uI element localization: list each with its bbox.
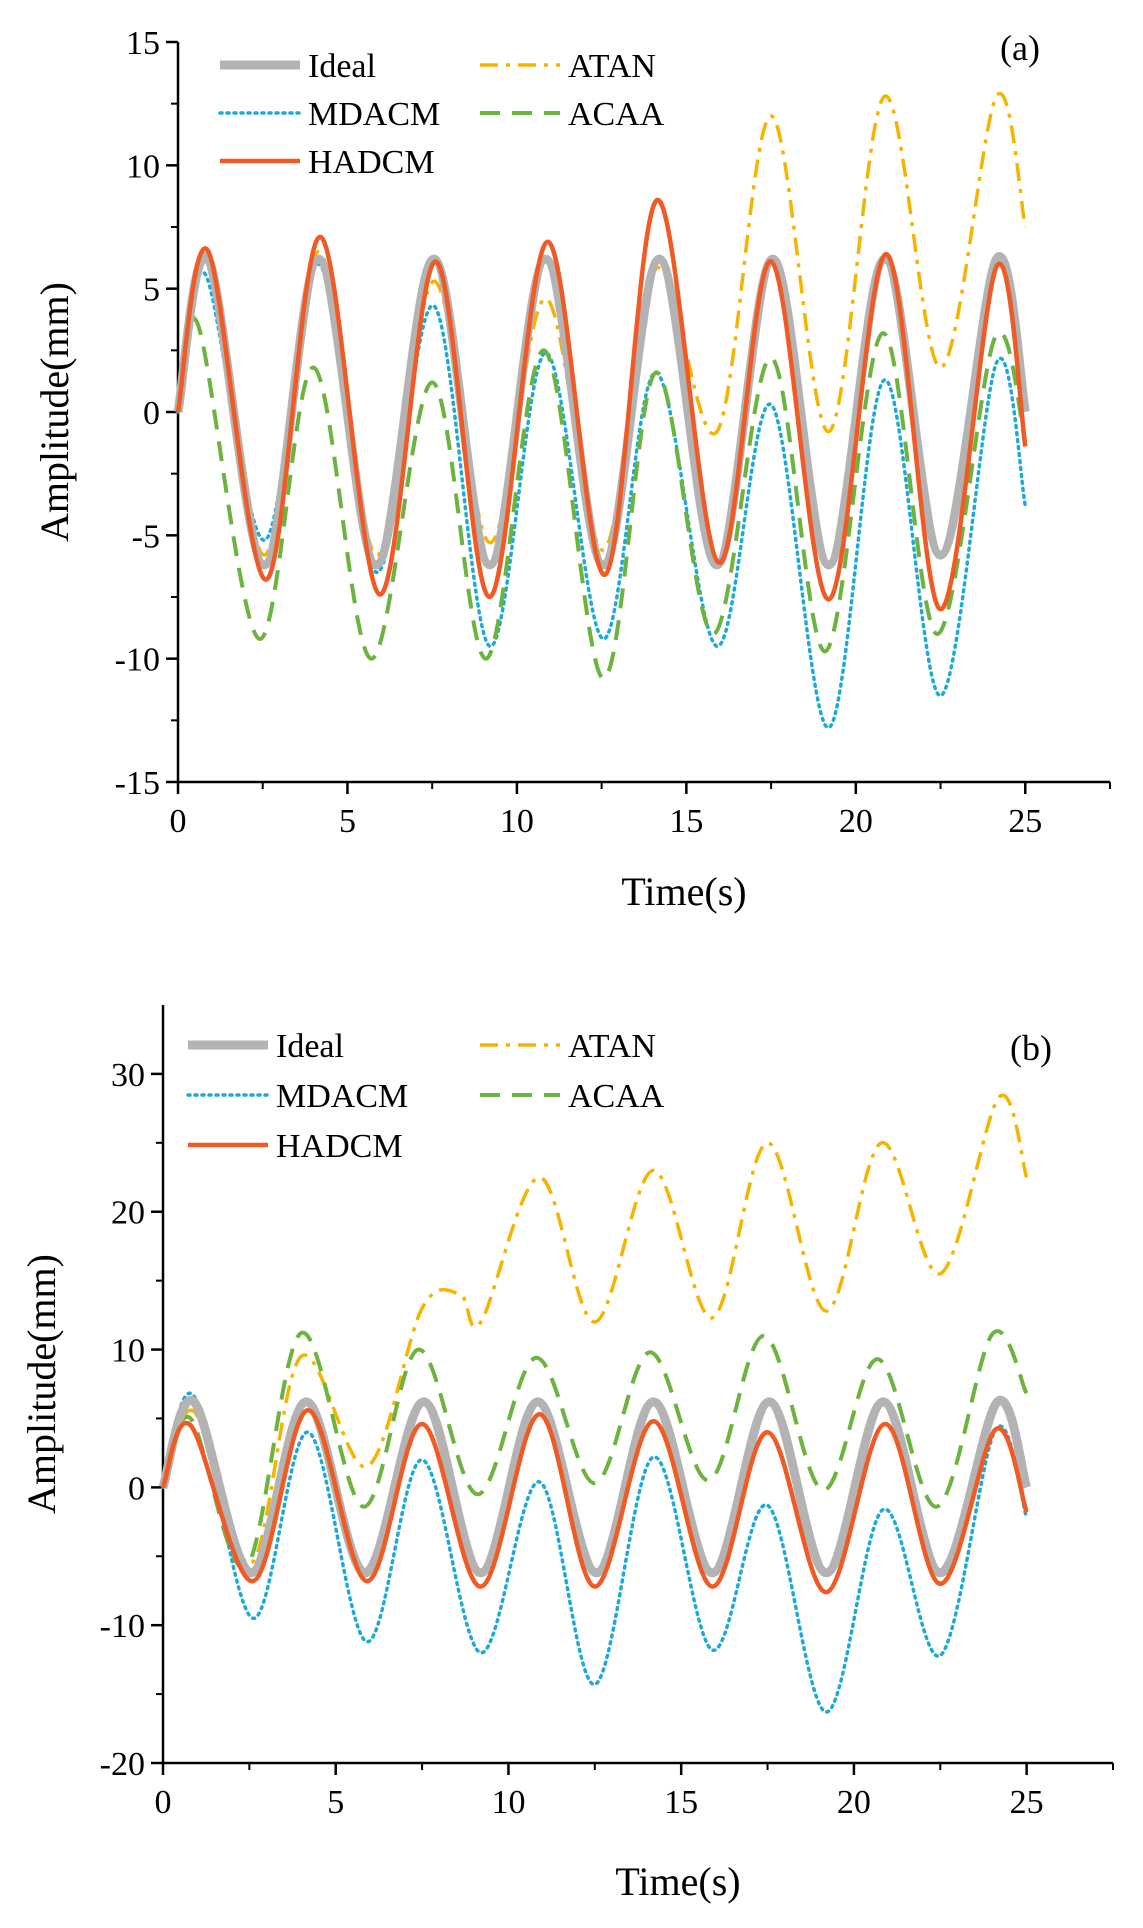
y-tick-label: -10: [100, 1608, 145, 1645]
legend-label: HADCM: [276, 1128, 403, 1165]
series-line-ideal: [158, 1395, 1031, 1578]
x-axis-label: Time(s): [615, 1859, 740, 1904]
legend-label: HADCM: [308, 144, 435, 181]
y-tick-label: -20: [100, 1746, 145, 1783]
x-tick-label: 25: [1008, 803, 1042, 840]
x-tick-label: 20: [839, 803, 873, 840]
x-tick-label: 15: [669, 803, 703, 840]
x-axis-label: Time(s): [621, 869, 746, 914]
x-tick-label: 5: [339, 803, 356, 840]
legend-item-acaa: ACAA: [480, 96, 665, 133]
legend-item-ideal: Ideal: [220, 48, 376, 85]
x-tick-label: 20: [837, 1784, 871, 1821]
panel-tag: (a): [1000, 28, 1040, 68]
legend: Ideal MDACM HADCM ATAN ACAA: [186, 1028, 665, 1165]
y-tick-label: 0: [143, 395, 160, 432]
y-tick-label: 15: [126, 25, 160, 62]
x-tick-label: 0: [170, 803, 187, 840]
legend-item-mdacm: MDACM: [218, 96, 440, 133]
legend-label: MDACM: [276, 1078, 408, 1115]
y-axis-label: Amplitude(mm): [32, 282, 77, 542]
x-tick-label: 10: [500, 803, 534, 840]
x-tick-label: 25: [1010, 1784, 1044, 1821]
x-tick-label: 5: [327, 1784, 344, 1821]
series-line-acaa: [161, 1329, 1029, 1570]
y-tick-label: 0: [128, 1470, 145, 1507]
y-tick-label: 10: [126, 148, 160, 185]
y-axis-label: Amplitude(mm): [19, 1254, 64, 1514]
legend-item-atan: ATAN: [480, 1028, 656, 1065]
legend-label: ATAN: [568, 1028, 656, 1065]
legend-label: MDACM: [308, 96, 440, 133]
y-tick-label: 10: [111, 1333, 145, 1370]
y-tick-label: -15: [115, 765, 160, 802]
y-tick-label: -5: [132, 518, 160, 555]
x-tick-label: 15: [664, 1784, 698, 1821]
legend-item-atan: ATAN: [480, 48, 656, 85]
x-tick-label: 10: [491, 1784, 525, 1821]
y-tick-label: -10: [115, 642, 160, 679]
y-tick-label: 5: [143, 272, 160, 309]
chart-panel-b: 0 5 10 15 20 25 -20 -10 0 10 20 30 Time(s) Amplitude(…: [19, 1005, 1114, 1904]
y-tick-label: 20: [111, 1195, 145, 1232]
legend-label: Ideal: [276, 1028, 344, 1065]
legend-label: ATAN: [568, 48, 656, 85]
legend-item-hadcm: HADCM: [220, 144, 435, 181]
legend-label: ACAA: [568, 96, 665, 133]
series-line-mdacm: [161, 1391, 1029, 1714]
y-tick-label: 30: [111, 1057, 145, 1094]
legend-label: ACAA: [568, 1078, 665, 1115]
series-line-atan: [161, 1093, 1029, 1565]
series-line-hadcm: [160, 1407, 1029, 1595]
legend-item-ideal: Ideal: [188, 1028, 344, 1065]
legend-label: Ideal: [308, 48, 376, 85]
legend: Ideal MDACM HADCM ATAN ACAA: [218, 48, 665, 181]
series-line-hadcm: [175, 197, 1028, 612]
legend-item-mdacm: MDACM: [186, 1078, 408, 1115]
series-line-acaa: [176, 315, 1028, 681]
legend-item-hadcm: HADCM: [188, 1128, 403, 1165]
legend-item-acaa: ACAA: [480, 1078, 665, 1115]
panel-tag: (b): [1010, 1028, 1052, 1068]
chart-panel-a: 0 5 10 15 20 25 -15 -10 -5 0 5 10 15 Time(s) Amplitude…: [32, 25, 1111, 914]
x-tick-label: 0: [155, 1784, 172, 1821]
